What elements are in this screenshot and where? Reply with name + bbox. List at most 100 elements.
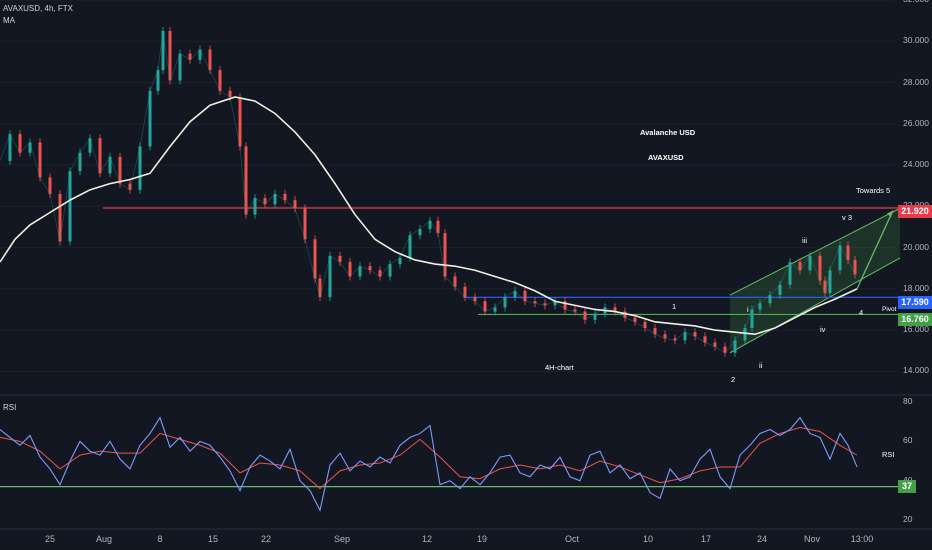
- channel-lower-line: [729, 257, 901, 354]
- price-candle-body: [48, 177, 52, 194]
- price-candle-body: [750, 309, 754, 329]
- annotation-4h-chart: 4H-chart: [545, 363, 574, 372]
- annotation-pivot: Pivot: [882, 306, 897, 313]
- price-candle-body: [798, 262, 802, 271]
- price-candle-body: [683, 332, 687, 341]
- rsi-axis-tick: 60: [903, 435, 913, 446]
- price-candle-body: [523, 290, 527, 302]
- price-candle-body: [8, 134, 12, 161]
- time-axis-tick: 25: [44, 534, 56, 544]
- price-axis-tick: 30.000: [903, 35, 929, 46]
- projection-arrowhead: [887, 210, 893, 218]
- price-axis-tick: 26.000: [903, 117, 929, 128]
- time-axis-tick: 17: [700, 534, 712, 544]
- price-candle-body: [633, 317, 637, 322]
- annotation-wave-4: 4: [859, 308, 864, 317]
- price-candle-body: [723, 346, 727, 353]
- rsi-axis-tick: 20: [903, 514, 913, 525]
- projection-arrow-line: [856, 210, 894, 290]
- price-candle-body: [543, 303, 547, 306]
- price-candle-body: [388, 264, 392, 277]
- annotation-rsi: RSI: [882, 450, 895, 459]
- price-axis-tick: 24.000: [903, 159, 929, 170]
- price-candle-body: [503, 297, 507, 308]
- price-candle-body: [188, 53, 192, 60]
- price-candle-body: [593, 313, 597, 320]
- moving-average-line: [0, 96, 858, 336]
- annotation-wave-1: 1: [672, 302, 677, 311]
- price-candle-body: [18, 134, 22, 153]
- price-candle-body: [663, 334, 667, 339]
- time-axis-tick: Sep: [333, 534, 351, 544]
- annotation-title: Avalanche USD: [640, 128, 696, 137]
- price-candle-body: [368, 266, 372, 271]
- price-axis-tick: 18.000: [903, 282, 929, 293]
- time-axis-tick: Aug: [95, 534, 113, 544]
- price-candle-body: [168, 30, 172, 81]
- price-candle-body: [118, 156, 122, 184]
- time-axis-tick: 15: [207, 534, 219, 544]
- price-candle-body: [161, 30, 165, 71]
- price-candle-body: [758, 303, 762, 310]
- price-candle-body: [208, 49, 212, 71]
- price-candle-body: [823, 280, 827, 293]
- price-candle-body: [293, 200, 297, 209]
- price-candle-body: [653, 328, 657, 335]
- price-candle-body: [713, 342, 717, 347]
- time-axis-tick: Oct: [564, 534, 580, 544]
- price-candle-body: [493, 307, 497, 312]
- price-candle-body: [623, 311, 627, 318]
- rsi-indicator-label[interactable]: RSI: [3, 403, 17, 412]
- price-candle-body: [398, 257, 402, 265]
- price-candle-body: [693, 332, 697, 337]
- price-candle-body: [573, 309, 577, 312]
- rsi-axis-tick: 80: [903, 395, 913, 406]
- rsi-ma-line: [0, 427, 858, 490]
- price-candle-body: [303, 208, 307, 240]
- price-candle-body: [244, 146, 248, 215]
- price-candle-body: [228, 90, 232, 97]
- price-candle-body: [178, 53, 182, 81]
- price-axis-tick: 16.000: [903, 324, 929, 335]
- price-candle-body: [788, 262, 792, 285]
- price-candle-body: [673, 338, 677, 341]
- price-candle-body: [436, 220, 440, 234]
- price-axis-tick: 32.000: [903, 0, 929, 4]
- time-axis-tick: 19: [476, 534, 488, 544]
- annotation-towards5: Towards 5: [856, 186, 891, 195]
- price-candle-body: [768, 295, 772, 304]
- price-candle-body: [378, 270, 382, 277]
- price-candle-body: [453, 276, 457, 287]
- price-axis-tick: 14.000: [903, 365, 929, 376]
- price-candle-body: [28, 142, 32, 153]
- price-candle-body: [348, 262, 352, 277]
- price-candle-body: [808, 255, 812, 271]
- annotation-wave-ii: ii: [759, 361, 763, 370]
- annotation-wave-i: i: [747, 305, 749, 314]
- price-candle-body: [643, 321, 647, 329]
- annotation-wave-iii: iii: [802, 236, 807, 245]
- price-candle-body: [338, 255, 342, 263]
- price-candle-body: [743, 328, 747, 341]
- price-candle-body: [463, 286, 467, 298]
- price-candle-body: [443, 233, 447, 277]
- price-series-line: [0, 30, 856, 354]
- price-candle-body: [98, 138, 102, 174]
- price-candle-body: [818, 255, 822, 281]
- price-candle-body: [418, 229, 422, 236]
- price-candle-body: [428, 220, 432, 230]
- price-candle-body: [218, 70, 222, 91]
- annotation-wave-iv: iv: [820, 325, 826, 334]
- rsi-axis-tick: 40: [903, 475, 912, 485]
- price-candle-body: [408, 235, 412, 258]
- price-candle-body: [328, 255, 332, 298]
- time-axis-tick: 22: [260, 534, 272, 544]
- time-axis-tick: 8: [157, 534, 163, 544]
- price-candle-body: [358, 266, 362, 277]
- price-candle-body: [313, 239, 317, 279]
- time-axis-tick: 12: [421, 534, 433, 544]
- price-candle-body: [138, 146, 142, 190]
- ma-indicator-label[interactable]: MA: [3, 16, 15, 25]
- price-candle-body: [513, 290, 517, 298]
- symbol-header[interactable]: AVAXUSD, 4h, FTX: [3, 4, 73, 13]
